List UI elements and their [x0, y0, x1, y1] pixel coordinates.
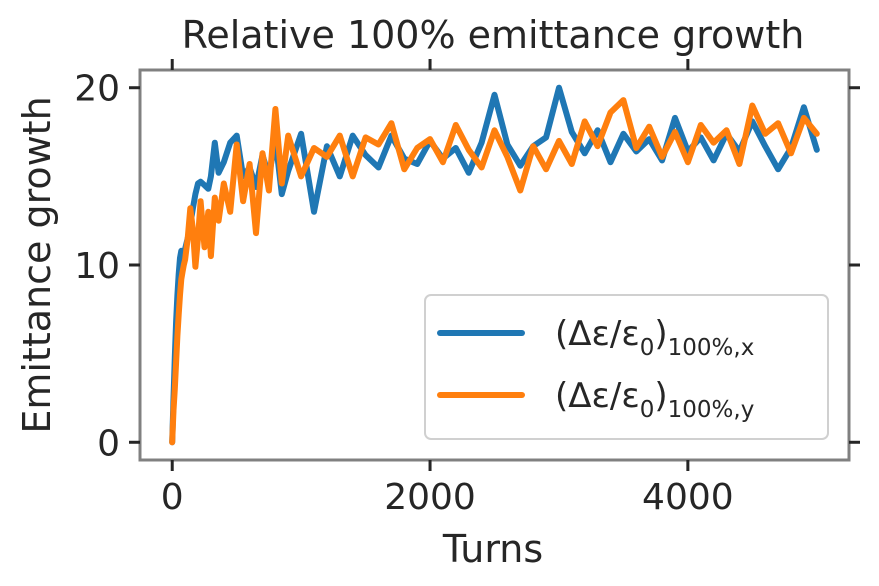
axis-ticks: 0 2000 4000 0 10 20 [74, 59, 860, 518]
y-tick-label: 20 [74, 69, 120, 110]
y-tick-label: 10 [74, 246, 120, 287]
y-axis-label: Emittance growth [15, 96, 59, 433]
legend-box [424, 294, 829, 440]
y-tick-label: 0 [97, 423, 120, 464]
x-axis-label: Turns [442, 527, 543, 571]
x-tick-label: 0 [161, 477, 184, 518]
chart-title: Relative 100% emittance growth [182, 13, 805, 57]
x-tick-label: 2000 [384, 477, 476, 518]
series-line-2 [169, 97, 820, 446]
legend: (Δε/ε0)100%,x (Δε/ε0)100%,y [424, 294, 829, 440]
legend-label-2: (Δε/ε0)100%,y [555, 376, 754, 423]
legend-label-1: (Δε/ε0)100%,x [555, 314, 754, 361]
plot-area [169, 84, 820, 446]
x-tick-label: 4000 [642, 477, 734, 518]
